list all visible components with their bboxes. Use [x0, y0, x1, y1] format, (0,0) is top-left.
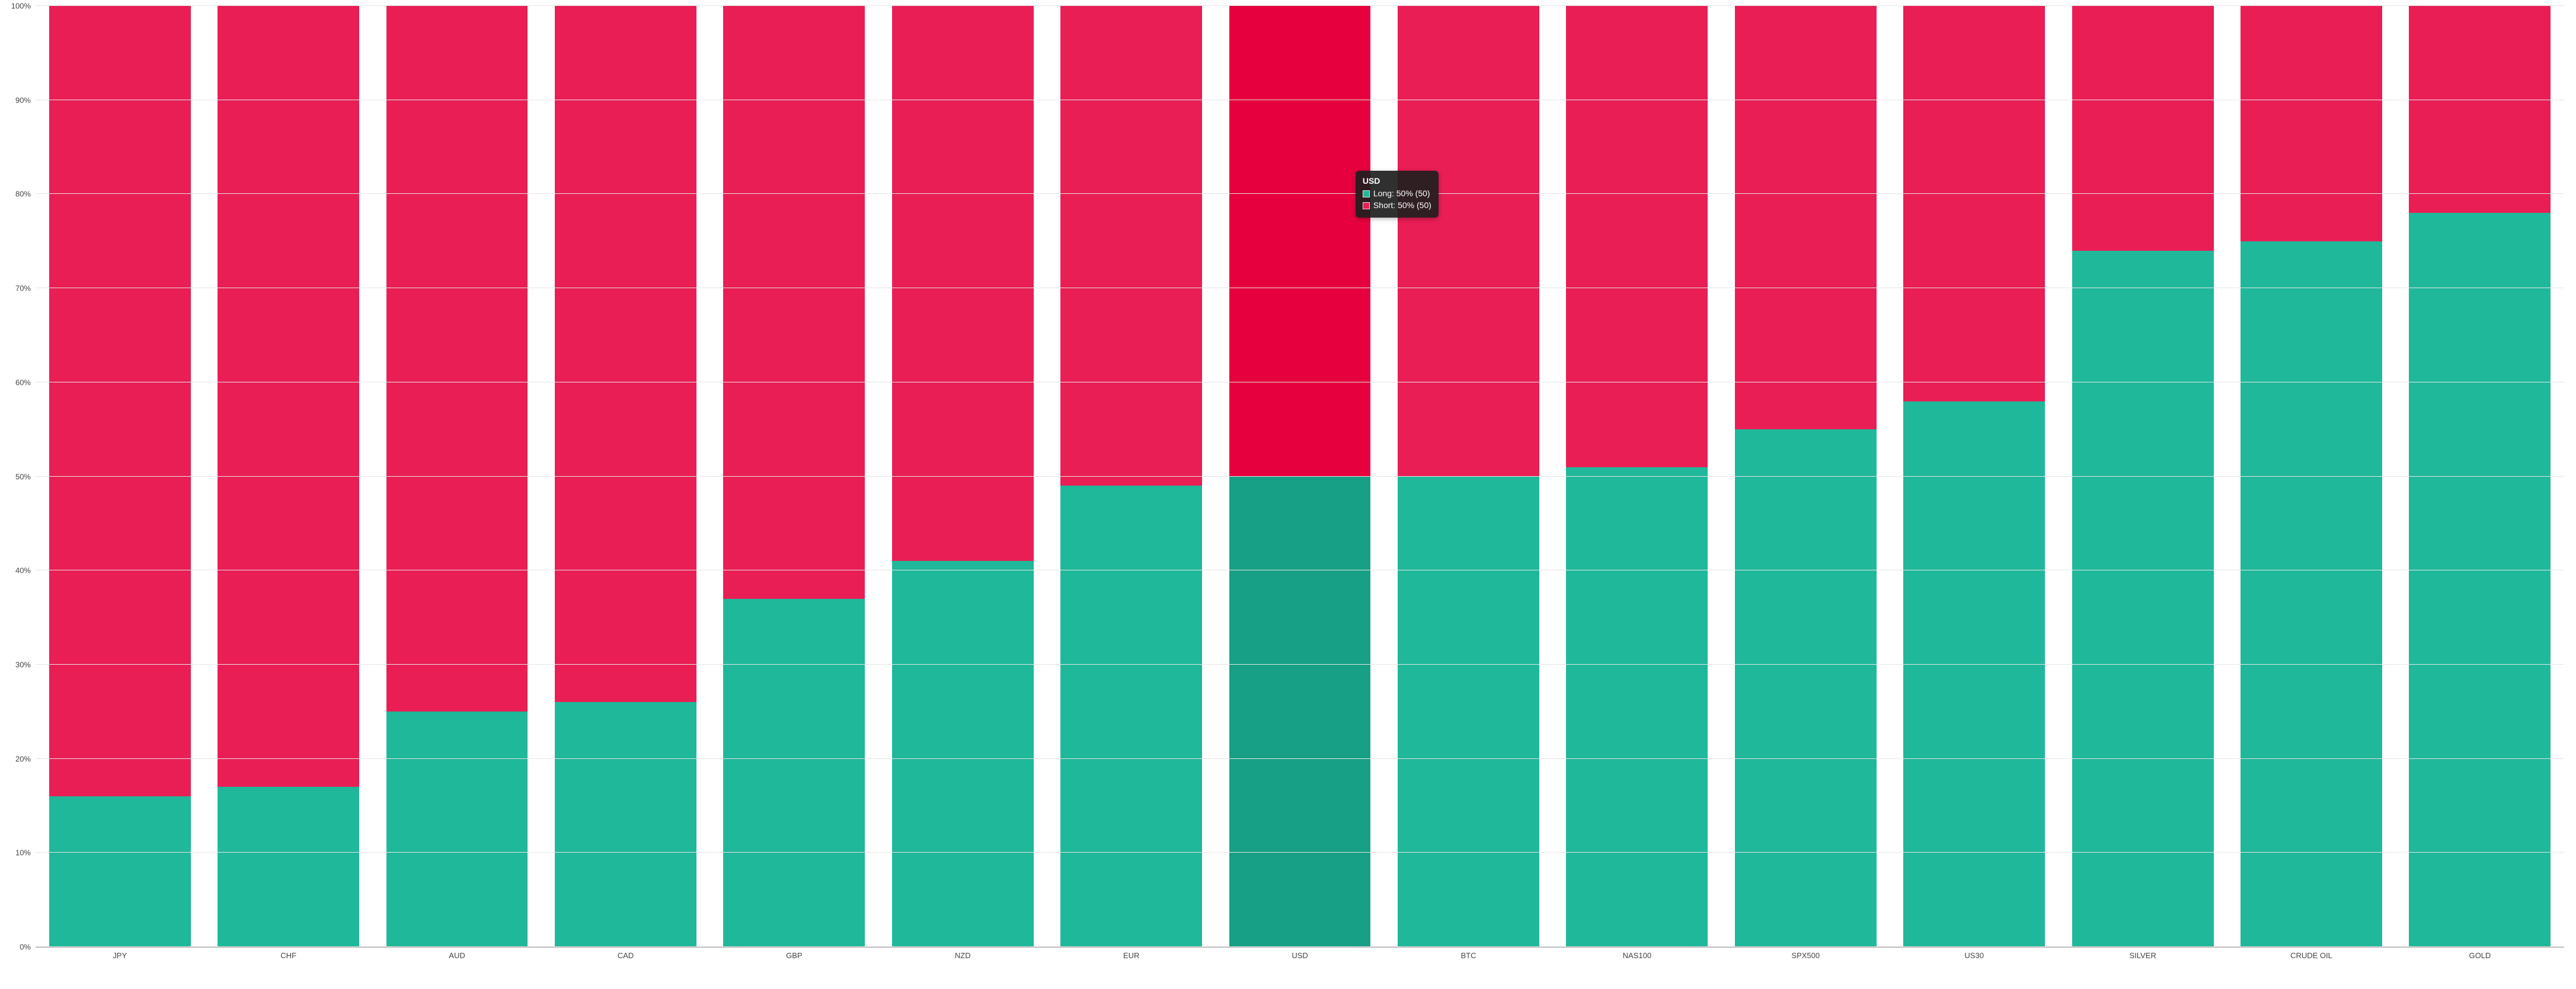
bar[interactable]: [2072, 6, 2214, 947]
bar-slot: [1047, 6, 1215, 947]
x-axis-labels: JPYCHFAUDCADGBPNZDEURUSDBTCNAS100SPX500U…: [36, 947, 2564, 965]
bar-segment-short[interactable]: [218, 6, 359, 787]
y-tick-label: 100%: [11, 2, 36, 11]
bar-segment-long[interactable]: [2072, 251, 2214, 947]
x-tick-label: JPY: [36, 947, 204, 965]
bar-slot: [1890, 6, 2058, 947]
bar-slot: [36, 6, 204, 947]
bar-slot: [2396, 6, 2564, 947]
bar[interactable]: [1060, 6, 1202, 947]
bar[interactable]: [386, 6, 528, 947]
bar-segment-long[interactable]: [1398, 477, 1539, 947]
gridline: [36, 5, 2564, 6]
bar-slot: [1216, 6, 1384, 947]
x-tick-label: CRUDE OIL: [2227, 947, 2395, 965]
bar-segment-short[interactable]: [1735, 6, 1877, 429]
bar-segment-long[interactable]: [555, 702, 696, 947]
bar[interactable]: [892, 6, 1034, 947]
y-tick-label: 20%: [15, 754, 36, 763]
y-tick-label: 90%: [15, 95, 36, 104]
bar[interactable]: [2409, 6, 2551, 947]
sentiment-stacked-bar-chart: USD Long: 50% (50)Short: 50% (50) 0%10%2…: [0, 0, 2576, 989]
bar-segment-long[interactable]: [2409, 213, 2551, 947]
x-tick-label: CHF: [204, 947, 372, 965]
x-tick-label: NZD: [878, 947, 1047, 965]
y-tick-label: 40%: [15, 566, 36, 575]
bar-segment-long[interactable]: [218, 787, 359, 947]
bar-segment-short[interactable]: [892, 6, 1034, 561]
bar-segment-long[interactable]: [1735, 429, 1877, 947]
bar-segment-long[interactable]: [892, 561, 1034, 947]
gridline: [36, 758, 2564, 759]
bar[interactable]: [555, 6, 696, 947]
y-tick-label: 70%: [15, 284, 36, 293]
gridline: [36, 193, 2564, 194]
bar-slot: [1721, 6, 1890, 947]
bar-segment-long[interactable]: [1903, 401, 2045, 947]
bar-segment-short[interactable]: [1903, 6, 2045, 401]
gridline: [36, 852, 2564, 853]
x-tick-label: EUR: [1047, 947, 1215, 965]
bar[interactable]: [218, 6, 359, 947]
bar-slot: [710, 6, 878, 947]
bar-segment-short[interactable]: [1566, 6, 1708, 467]
bar-segment-short[interactable]: [49, 6, 191, 796]
bar-slot: [373, 6, 541, 947]
bar-segment-short[interactable]: [2072, 6, 2214, 251]
x-tick-label: USD: [1216, 947, 1384, 965]
x-tick-label: AUD: [373, 947, 541, 965]
bar[interactable]: [1229, 6, 1371, 947]
y-tick-label: 80%: [15, 190, 36, 199]
bar[interactable]: [723, 6, 865, 947]
bar-slot: [541, 6, 709, 947]
bar-segment-long[interactable]: [2241, 241, 2382, 947]
bar[interactable]: [1398, 6, 1539, 947]
x-tick-label: SILVER: [2059, 947, 2227, 965]
bar-slot: [2227, 6, 2395, 947]
bar-segment-short[interactable]: [2241, 6, 2382, 241]
bar-segment-short[interactable]: [555, 6, 696, 702]
bar-segment-long[interactable]: [1229, 477, 1371, 947]
bar[interactable]: [49, 6, 191, 947]
bar-segment-long[interactable]: [1566, 467, 1708, 947]
bar-slot: [2059, 6, 2227, 947]
bar-segment-short[interactable]: [723, 6, 865, 599]
bar-segment-short[interactable]: [1398, 6, 1539, 477]
gridline: [36, 946, 2564, 947]
x-tick-label: BTC: [1384, 947, 1552, 965]
x-tick-label: GBP: [710, 947, 878, 965]
bar-segment-short[interactable]: [1229, 6, 1371, 477]
plot-area: USD Long: 50% (50)Short: 50% (50) 0%10%2…: [36, 6, 2564, 947]
bar-slot: [878, 6, 1047, 947]
bar-segment-long[interactable]: [723, 599, 865, 947]
bars-row: [36, 6, 2564, 947]
x-tick-label: US30: [1890, 947, 2058, 965]
bar-segment-short[interactable]: [2409, 6, 2551, 213]
bar[interactable]: [1735, 6, 1877, 947]
gridline: [36, 664, 2564, 665]
y-tick-label: 0%: [20, 943, 36, 952]
bar-slot: [1384, 6, 1552, 947]
bar-segment-long[interactable]: [386, 712, 528, 947]
bar-segment-short[interactable]: [1060, 6, 1202, 486]
bar[interactable]: [2241, 6, 2382, 947]
bar[interactable]: [1566, 6, 1708, 947]
y-tick-label: 50%: [15, 472, 36, 481]
bar-segment-short[interactable]: [386, 6, 528, 712]
y-tick-label: 60%: [15, 378, 36, 387]
bar-slot: [1553, 6, 1721, 947]
y-tick-label: 10%: [15, 848, 36, 857]
gridline: [36, 476, 2564, 477]
x-tick-label: GOLD: [2396, 947, 2564, 965]
x-tick-label: CAD: [541, 947, 709, 965]
bar[interactable]: [1903, 6, 2045, 947]
bar-segment-long[interactable]: [1060, 486, 1202, 947]
y-tick-label: 30%: [15, 660, 36, 669]
x-tick-label: NAS100: [1553, 947, 1721, 965]
x-tick-label: SPX500: [1721, 947, 1890, 965]
bar-segment-long[interactable]: [49, 796, 191, 947]
bar-slot: [204, 6, 372, 947]
